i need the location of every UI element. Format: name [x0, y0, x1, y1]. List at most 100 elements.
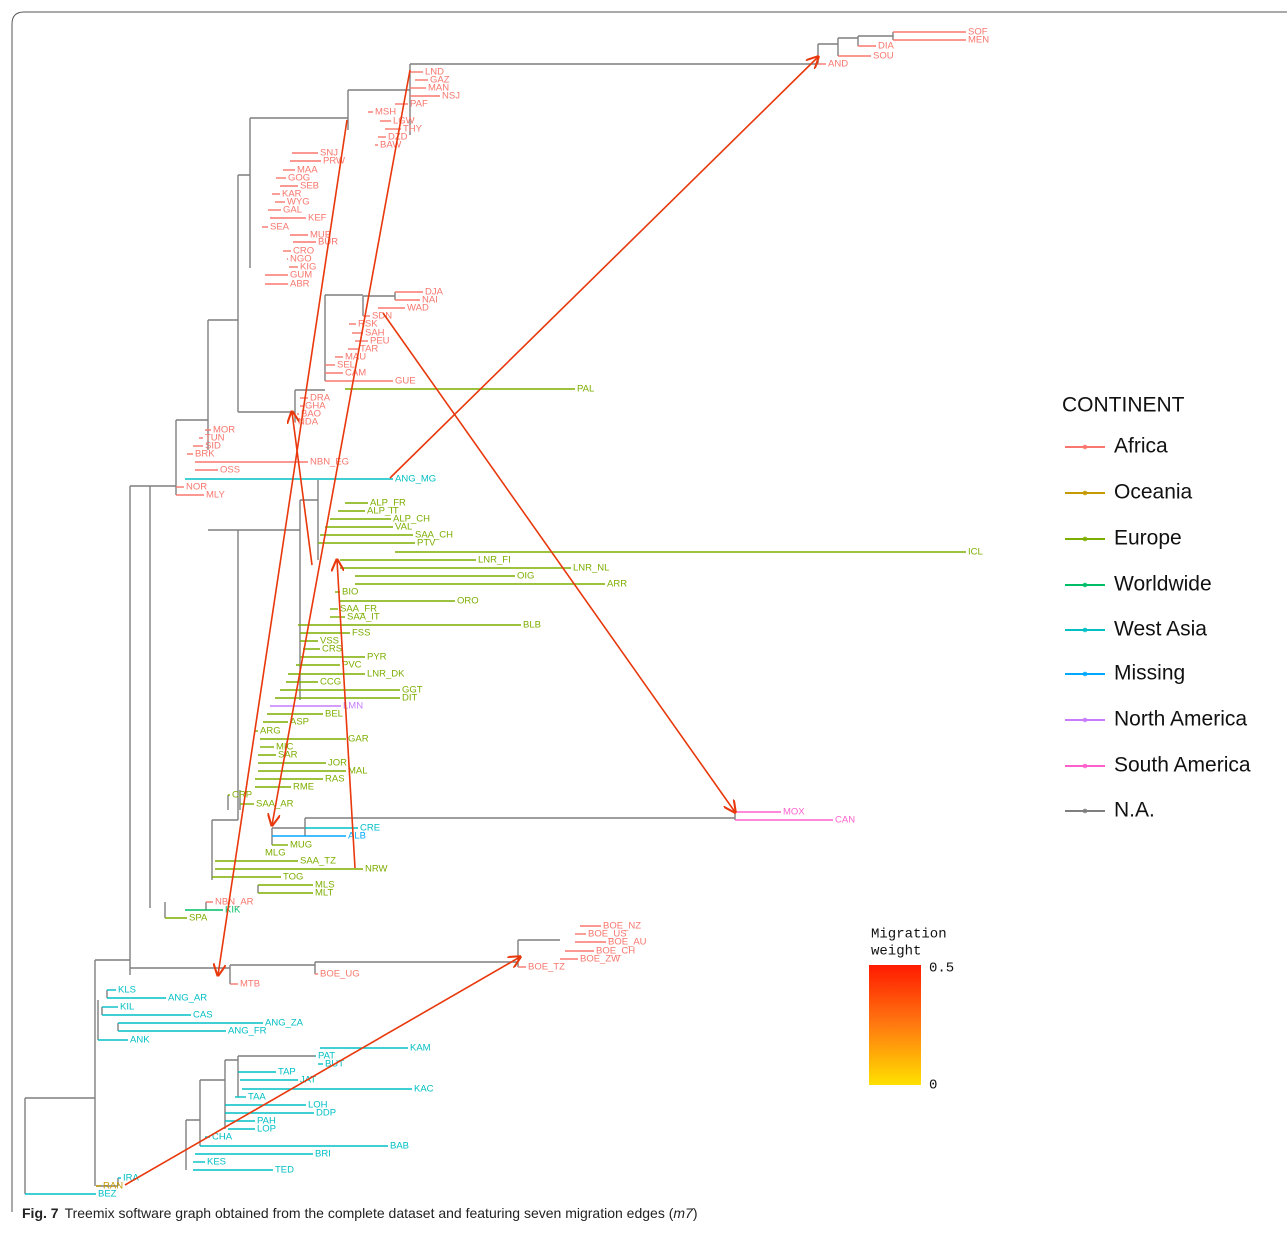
leaf-label: MOR — [213, 425, 235, 436]
leaf-label: SAR — [278, 750, 298, 761]
migration-edge — [389, 57, 818, 479]
leaf-label: ANG_AR — [168, 993, 207, 1004]
migration-edges — [124, 57, 818, 1186]
leaf-label: BAW — [380, 140, 401, 151]
leaf-label: ALB — [348, 831, 366, 842]
leaf-label: SOU — [873, 51, 894, 62]
leaf-label: DRA — [310, 393, 331, 404]
legend-label: Worldwide — [1114, 573, 1212, 596]
leaf-label: FSS — [352, 628, 370, 639]
leaf-label: PEU — [370, 336, 390, 347]
migration-edge — [292, 412, 313, 566]
legend-label: N.A. — [1114, 799, 1155, 822]
leaf-label: MLT — [315, 888, 333, 899]
leaf-label: PVC — [342, 660, 362, 671]
leaf-label: SNJ — [320, 148, 338, 159]
legend-key-dot — [1082, 536, 1088, 542]
caption-label: Fig. 7 — [22, 1205, 59, 1221]
leaf-label: TED — [275, 1165, 294, 1176]
leaf-label: ORO — [457, 596, 479, 607]
leaf-label: BRK — [195, 449, 215, 460]
legend-key-dot — [1082, 671, 1088, 677]
leaf-label: LND — [425, 67, 444, 78]
legend-key-dot — [1082, 763, 1088, 769]
leaf-label: ALP_FR — [370, 498, 406, 509]
leaf-label: SEB — [300, 181, 319, 192]
leaf-label: BAB — [390, 1141, 409, 1152]
leaf-label: ALP_CH — [393, 514, 430, 525]
leaf-label: MLG — [265, 848, 286, 859]
leaf-label: BOE_AU — [608, 937, 647, 948]
leaf-label: MLY — [206, 490, 225, 501]
leaf-label: BOE_ZW — [580, 954, 620, 965]
colorbar-title: Migration — [871, 927, 947, 943]
leaf-label: BRI — [315, 1149, 331, 1160]
leaf-label: LNR_DK — [367, 669, 405, 680]
leaf-label: KIL — [120, 1002, 134, 1013]
leaf-label: GUE — [395, 376, 416, 387]
legend-title: CONTINENT — [1062, 394, 1185, 417]
leaf-label: BEZ — [98, 1189, 117, 1200]
legend-label: Missing — [1114, 662, 1185, 685]
leaf-label: NBN_EG — [310, 457, 349, 468]
leaf-label: MAN — [428, 83, 449, 94]
leaf-label: ASP — [290, 717, 309, 728]
leaf-label: ANG_ZA — [265, 1018, 304, 1029]
leaf-label: CRE — [360, 823, 380, 834]
leaf-label: KES — [207, 1157, 226, 1168]
leaf-label: JOR — [328, 758, 347, 769]
leaf-label: BOE_CH — [596, 946, 635, 957]
colorbar-tick-label: 0 — [929, 1078, 937, 1094]
leaf-label: NAI — [422, 295, 438, 306]
leaf-label: BEL — [325, 709, 343, 720]
leaf-label: LOP — [257, 1124, 276, 1135]
leaf-label: GAL — [283, 205, 302, 216]
leaf-label: CHA — [212, 1132, 233, 1143]
leaf-label: TAR — [360, 344, 378, 355]
leaf-label: AND — [828, 59, 848, 70]
migration-edge — [337, 560, 356, 869]
leaf-label: KIG — [300, 262, 316, 273]
leaf-label: CAS — [193, 1010, 213, 1021]
leaf-label: WAD — [407, 303, 429, 314]
leaf-label: SOF — [968, 27, 988, 38]
caption-text: Treemix software graph obtained from the… — [65, 1205, 674, 1221]
leaf-label: RAN — [103, 1181, 123, 1192]
tree — [24, 32, 894, 1194]
leaf-label: CRS — [322, 644, 342, 655]
leaf-label: LOH — [308, 1100, 328, 1111]
leaf-label: DDP — [316, 1108, 336, 1119]
leaf-label: MOX — [783, 807, 805, 818]
leaf-label: SAH — [365, 328, 385, 339]
leaf-label: RME — [293, 782, 314, 793]
legend-key-dot — [1082, 627, 1088, 633]
legend-label: North America — [1114, 708, 1247, 731]
leaf-label: LNR_NL — [573, 563, 609, 574]
migration-edge — [382, 312, 735, 812]
leaf-label: MLS — [315, 880, 335, 891]
frame — [11, 11, 1287, 1212]
leaf-label: PAH — [257, 1116, 276, 1127]
leaf-label: CAN — [835, 815, 855, 826]
leaf-label: PRW — [323, 156, 345, 167]
leaf-label: SEA — [270, 222, 290, 233]
leaf-label: SAA_IT — [347, 612, 380, 623]
leaf-label: KAM — [410, 1043, 431, 1054]
legend-key-dot — [1082, 717, 1088, 723]
leaf-label: MAL — [348, 766, 368, 777]
leaf-label: ARR — [607, 579, 627, 590]
leaf-label: KAC — [414, 1084, 434, 1095]
caption: Fig. 7 Treemix software graph obtained fr… — [22, 1205, 698, 1221]
leaf-label: GHA — [305, 401, 326, 412]
legend-key-dot — [1082, 808, 1088, 814]
leaf-label: SPA — [189, 913, 208, 924]
leaf-label: SID — [205, 441, 221, 452]
leaf-label: LNR_FI — [478, 555, 511, 566]
leaf-label: BAO — [301, 409, 321, 420]
leaf-label: MSH — [375, 107, 396, 118]
legend-label: West Asia — [1114, 618, 1207, 641]
leaf-label: MAA — [297, 165, 318, 176]
legend-label: Africa — [1114, 435, 1168, 458]
migration-edge — [124, 957, 520, 1186]
legend-key-dot — [1082, 582, 1088, 588]
